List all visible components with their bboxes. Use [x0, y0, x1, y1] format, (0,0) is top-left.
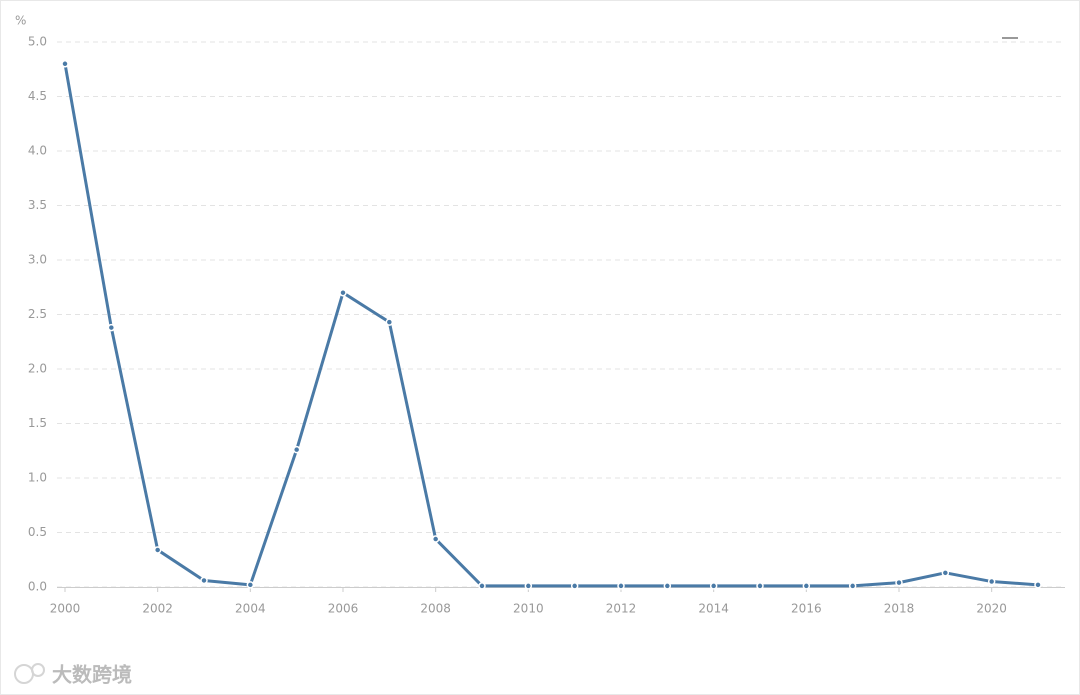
- x-tick-label: 2012: [606, 602, 637, 616]
- watermark-logo: [14, 663, 45, 684]
- y-tick-label: 2.0: [28, 362, 47, 376]
- x-tick-label: 2016: [791, 602, 822, 616]
- data-point: [61, 60, 69, 68]
- y-tick-label: 1.0: [28, 471, 47, 485]
- y-tick-label: 0.0: [28, 580, 47, 594]
- data-point: [292, 445, 301, 454]
- data-point: [153, 546, 162, 554]
- data-point: [663, 582, 672, 590]
- y-unit: %: [15, 14, 26, 28]
- x-tick-label: 2018: [884, 602, 915, 616]
- y-tick-label: 4.5: [28, 89, 47, 103]
- series-line: [63, 63, 1039, 588]
- y-tick-label: 3.0: [28, 253, 47, 267]
- x-tick-label: 2008: [420, 602, 451, 616]
- data-point: [617, 582, 625, 590]
- watermark: 大数跨境: [52, 663, 132, 687]
- y-tick-label: 1.5: [28, 416, 47, 430]
- x-tick-label: 2002: [142, 602, 173, 616]
- x-tick-label: 2004: [235, 602, 266, 616]
- data-point: [246, 581, 255, 589]
- y-tick-label: 2.5: [28, 307, 47, 321]
- y-tick-label: 0.5: [28, 525, 47, 539]
- data-point: [802, 582, 811, 590]
- data-point: [107, 323, 116, 332]
- data-point: [524, 582, 533, 590]
- x-tick-label: 2006: [328, 602, 359, 616]
- data-point: [848, 582, 857, 590]
- data-point: [200, 576, 208, 585]
- data-point: [709, 582, 718, 590]
- data-point: [1034, 581, 1042, 589]
- data-point: [385, 318, 394, 326]
- x-tick-label: 2010: [513, 602, 544, 616]
- data-point: [987, 577, 996, 586]
- x-tick-label: 2014: [698, 602, 729, 616]
- y-tick-label: 5.0: [28, 35, 47, 49]
- data-point: [478, 582, 486, 590]
- y-tick-label: 4.0: [28, 144, 47, 158]
- data-point: [895, 578, 903, 587]
- data-point: [756, 582, 764, 590]
- y-tick-label: 3.5: [28, 198, 47, 212]
- data-point: [570, 582, 579, 590]
- x-tick-label: 2000: [50, 602, 81, 616]
- data-point: [431, 535, 440, 543]
- data-point: [339, 288, 347, 297]
- x-tick-label: 2020: [976, 602, 1007, 616]
- data-point: [941, 569, 950, 577]
